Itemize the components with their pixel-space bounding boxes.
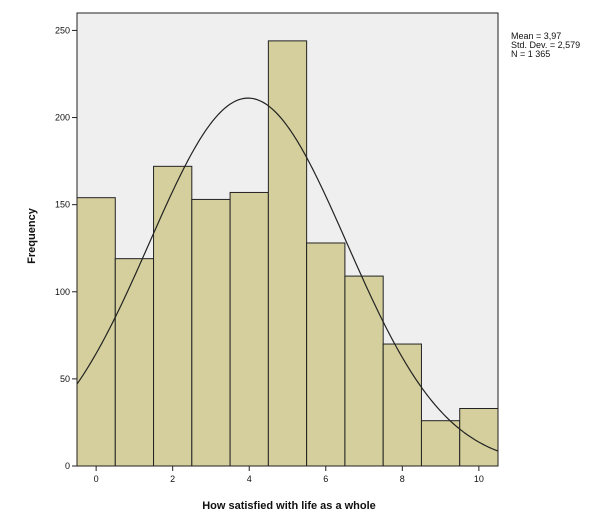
y-tick-label-250: 250 — [55, 25, 70, 35]
y-tick-label-100: 100 — [55, 287, 70, 297]
y-axis-label: Frequency — [26, 207, 38, 264]
y-tick-label-50: 50 — [60, 374, 70, 384]
bar-x-2 — [153, 165, 193, 467]
bar-x-0 — [76, 197, 116, 467]
stats-n: N = 1 365 — [511, 49, 550, 59]
bar-x-10 — [459, 408, 499, 467]
bar-x-8 — [382, 343, 422, 467]
x-axis-label: How satisfied with life as a whole — [202, 500, 376, 512]
bar-x-1 — [114, 258, 155, 467]
y-tick-label-0: 0 — [65, 461, 70, 471]
y-tick-label-200: 200 — [55, 113, 70, 123]
x-tick-label-4: 4 — [247, 474, 252, 484]
stats-std-dev: Std. Dev. = 2,579 — [511, 40, 580, 50]
x-tick-label-8: 8 — [400, 474, 405, 484]
bar-x-5 — [267, 40, 308, 467]
axes-layer: 0 50 100 150 200 250 0 2 4 6 8 10 — [55, 13, 498, 484]
x-tick-label-10: 10 — [474, 474, 484, 484]
bar-x-9 — [420, 420, 461, 467]
bar-x-4 — [229, 191, 269, 467]
stats-mean: Mean = 3,97 — [511, 31, 561, 41]
x-tick-label-2: 2 — [170, 474, 175, 484]
normal-curve — [76, 97, 499, 452]
x-tick-label-6: 6 — [323, 474, 328, 484]
y-tick-label-150: 150 — [55, 200, 70, 210]
bar-x-6 — [306, 242, 346, 467]
bar-x-3 — [191, 198, 231, 467]
x-tick-label-0: 0 — [94, 474, 99, 484]
bar-x-7 — [344, 275, 384, 467]
